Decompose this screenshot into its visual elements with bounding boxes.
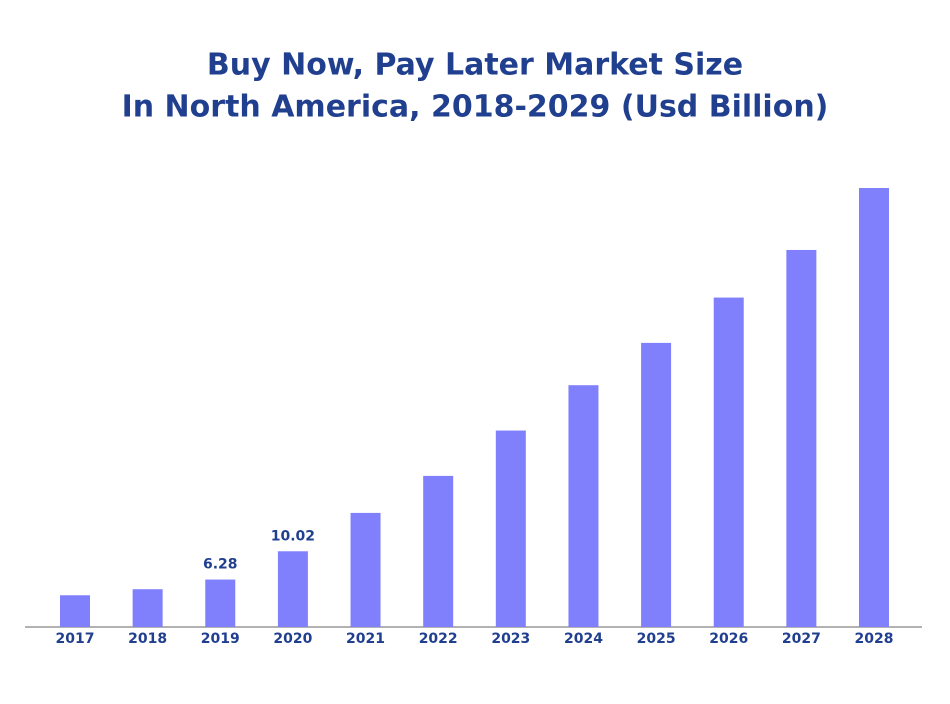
x-tick-label: 2019 — [201, 631, 240, 647]
chart-title: Buy Now, Pay Later Market Size — [207, 48, 743, 83]
bar — [568, 385, 599, 627]
x-tick-label: 2021 — [346, 631, 385, 647]
bar — [713, 297, 744, 627]
x-tick-label: 2024 — [564, 631, 603, 647]
bar — [350, 512, 381, 627]
bar — [277, 551, 308, 627]
bar — [786, 249, 817, 628]
bar — [859, 188, 889, 627]
x-tick-label: 2018 — [128, 631, 167, 647]
x-tick-label: 2020 — [273, 631, 312, 647]
x-tick-label: 2025 — [637, 631, 676, 647]
x-tick-label: 2022 — [419, 631, 458, 647]
x-tick-label: 2023 — [491, 631, 530, 647]
value-label: 6.28 — [203, 557, 238, 573]
x-tick-label: 2026 — [709, 631, 748, 647]
bar — [205, 579, 236, 627]
bar — [495, 430, 526, 627]
value-label: 10.02 — [271, 528, 315, 544]
bar — [423, 475, 454, 627]
x-tick-label: 2017 — [56, 631, 95, 647]
bar — [132, 589, 163, 627]
bar — [641, 342, 672, 627]
bar — [60, 595, 90, 627]
chart-title: In North America, 2018-2029 (Usd Billion… — [122, 90, 829, 125]
x-tick-label: 2027 — [782, 631, 821, 647]
x-tick-label: 2028 — [855, 631, 894, 647]
